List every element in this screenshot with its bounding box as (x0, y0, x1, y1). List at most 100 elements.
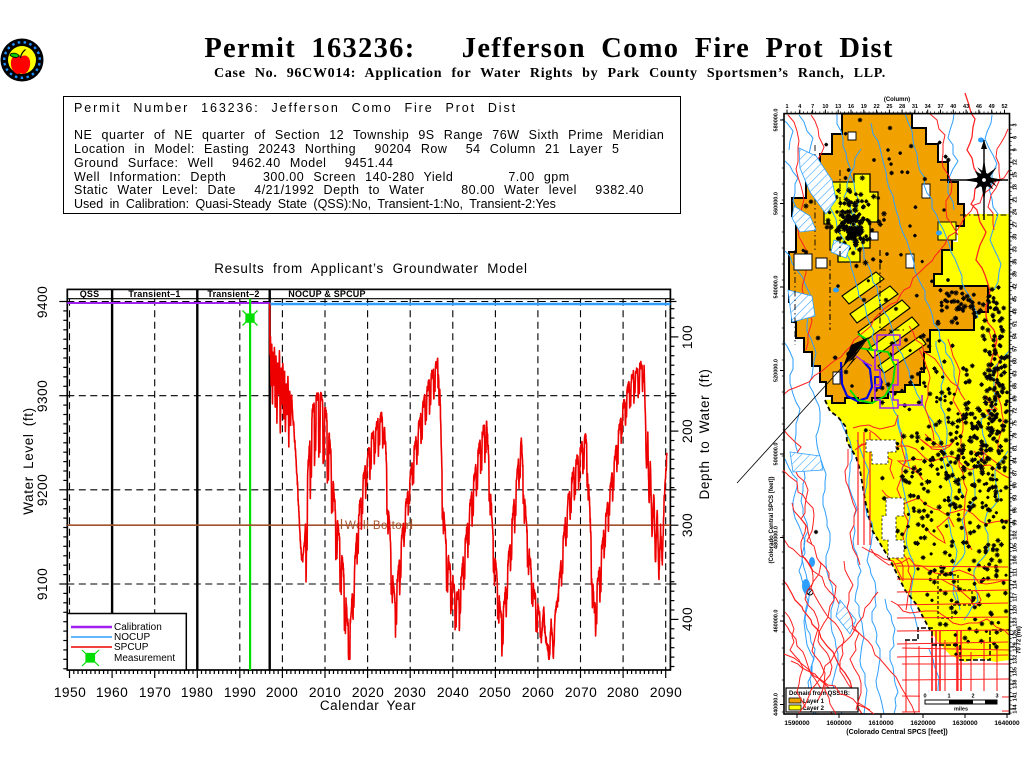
svg-text:540000.0: 540000.0 (774, 276, 780, 299)
svg-text:(Column): (Column) (884, 97, 910, 103)
svg-text:123: 123 (1013, 617, 1019, 626)
svg-text:miles: miles (954, 707, 968, 713)
svg-text:Layer 2: Layer 2 (803, 706, 825, 712)
svg-text:37: 37 (937, 104, 943, 110)
svg-text:2040: 2040 (437, 685, 469, 700)
svg-text:18: 18 (1013, 184, 1019, 190)
svg-text:3: 3 (1013, 123, 1019, 126)
svg-text:2030: 2030 (394, 685, 426, 700)
svg-text:520000.0: 520000.0 (774, 359, 780, 382)
svg-text:78: 78 (1013, 433, 1019, 439)
svg-text:2020: 2020 (352, 685, 384, 700)
svg-text:144: 144 (1013, 703, 1019, 713)
svg-text:Calibration: Calibration (114, 622, 162, 633)
svg-text:108: 108 (1013, 555, 1019, 564)
svg-text:Results from Applicant’s Groun: Results from Applicant’s Groundwater Mod… (214, 261, 528, 276)
svg-text:135: 135 (1013, 667, 1019, 676)
svg-text:1600000: 1600000 (826, 720, 852, 727)
svg-text:87: 87 (1013, 470, 1019, 476)
svg-text:57: 57 (1013, 346, 1019, 352)
svg-text:52: 52 (1001, 104, 1007, 110)
svg-text:Depth to Water (ft): Depth to Water (ft) (697, 369, 712, 500)
svg-text:60: 60 (1013, 358, 1019, 364)
svg-text:1610000: 1610000 (868, 720, 894, 727)
svg-text:15: 15 (1013, 172, 1019, 178)
svg-text:9300: 9300 (35, 380, 50, 412)
svg-text:129: 129 (1013, 642, 1019, 651)
svg-text:NOCUP: NOCUP (114, 632, 150, 643)
svg-text:126: 126 (1013, 630, 1019, 639)
svg-text:114: 114 (1013, 579, 1019, 589)
svg-text:75: 75 (1013, 420, 1019, 426)
svg-text:54: 54 (1013, 332, 1019, 339)
svg-text:9100: 9100 (35, 568, 50, 600)
svg-text:2: 2 (971, 694, 974, 700)
svg-text:440000.0: 440000.0 (774, 693, 780, 716)
svg-text:28: 28 (899, 104, 905, 110)
svg-text:9200: 9200 (35, 474, 50, 506)
svg-text:1960: 1960 (96, 685, 128, 700)
svg-text:2000: 2000 (266, 685, 298, 700)
svg-text:Transient–1: Transient–1 (128, 289, 180, 299)
svg-text:NOCUP & SPCUP: NOCUP & SPCUP (288, 289, 365, 299)
svg-text:6: 6 (1013, 136, 1019, 139)
svg-text:117: 117 (1013, 593, 1019, 602)
svg-text:96: 96 (1013, 507, 1019, 513)
svg-text:1620000: 1620000 (910, 720, 936, 727)
svg-text:10: 10 (822, 104, 828, 110)
svg-text:39: 39 (1013, 271, 1019, 277)
svg-text:Calendar Year: Calendar Year (320, 698, 416, 713)
svg-text:45: 45 (1013, 296, 1019, 302)
svg-text:25: 25 (886, 104, 892, 110)
svg-text:2090: 2090 (650, 685, 682, 700)
svg-text:2080: 2080 (607, 685, 639, 700)
svg-text:46: 46 (976, 104, 982, 110)
svg-text:480000.0: 480000.0 (774, 526, 780, 549)
svg-text:1950: 1950 (54, 685, 86, 700)
svg-text:102: 102 (1013, 530, 1019, 539)
svg-text:1: 1 (947, 694, 950, 700)
svg-text:49: 49 (989, 104, 995, 110)
svg-text:16: 16 (848, 104, 854, 110)
svg-text:Domain from QSS1B:: Domain from QSS1B: (789, 691, 850, 697)
svg-text:200: 200 (680, 419, 695, 443)
svg-text:12: 12 (1013, 159, 1019, 165)
svg-text:48: 48 (1013, 308, 1019, 314)
svg-text:100: 100 (680, 325, 695, 349)
svg-text:7: 7 (811, 104, 814, 110)
svg-text:84: 84 (1013, 457, 1019, 464)
svg-text:34: 34 (925, 104, 932, 110)
svg-text:24: 24 (1013, 208, 1019, 215)
svg-text:300: 300 (680, 513, 695, 537)
svg-text:40: 40 (950, 104, 956, 110)
svg-text:43: 43 (963, 104, 969, 110)
svg-text:2010: 2010 (309, 685, 341, 700)
svg-text:560000.0: 560000.0 (774, 192, 780, 215)
svg-text:51: 51 (1013, 321, 1019, 327)
svg-text:81: 81 (1013, 445, 1019, 451)
svg-text:1980: 1980 (181, 685, 213, 700)
svg-text:42: 42 (1013, 283, 1019, 289)
svg-text:72: 72 (1013, 408, 1019, 414)
svg-text:1640000: 1640000 (994, 720, 1020, 727)
svg-text:400: 400 (680, 607, 695, 631)
svg-text:69: 69 (1013, 395, 1019, 401)
svg-text:3: 3 (995, 694, 998, 700)
svg-text:Layer 1: Layer 1 (803, 699, 825, 705)
svg-text:SPCUP: SPCUP (114, 642, 149, 653)
svg-text:Measurement: Measurement (114, 653, 175, 664)
svg-text:27: 27 (1013, 221, 1019, 227)
svg-text:138: 138 (1013, 680, 1019, 689)
svg-text:63: 63 (1013, 370, 1019, 376)
svg-text:500000.0: 500000.0 (774, 443, 780, 466)
svg-text:1630000: 1630000 (952, 720, 978, 727)
svg-text:1970: 1970 (139, 685, 171, 700)
svg-text:9: 9 (1013, 148, 1019, 151)
svg-text:1990: 1990 (224, 685, 256, 700)
svg-text:Water Level (ft): Water Level (ft) (21, 407, 36, 514)
svg-text:0: 0 (923, 694, 926, 700)
svg-text:19: 19 (861, 104, 867, 110)
svg-text:31: 31 (912, 104, 918, 110)
svg-text:1: 1 (785, 104, 788, 110)
svg-text:93: 93 (1013, 495, 1019, 501)
